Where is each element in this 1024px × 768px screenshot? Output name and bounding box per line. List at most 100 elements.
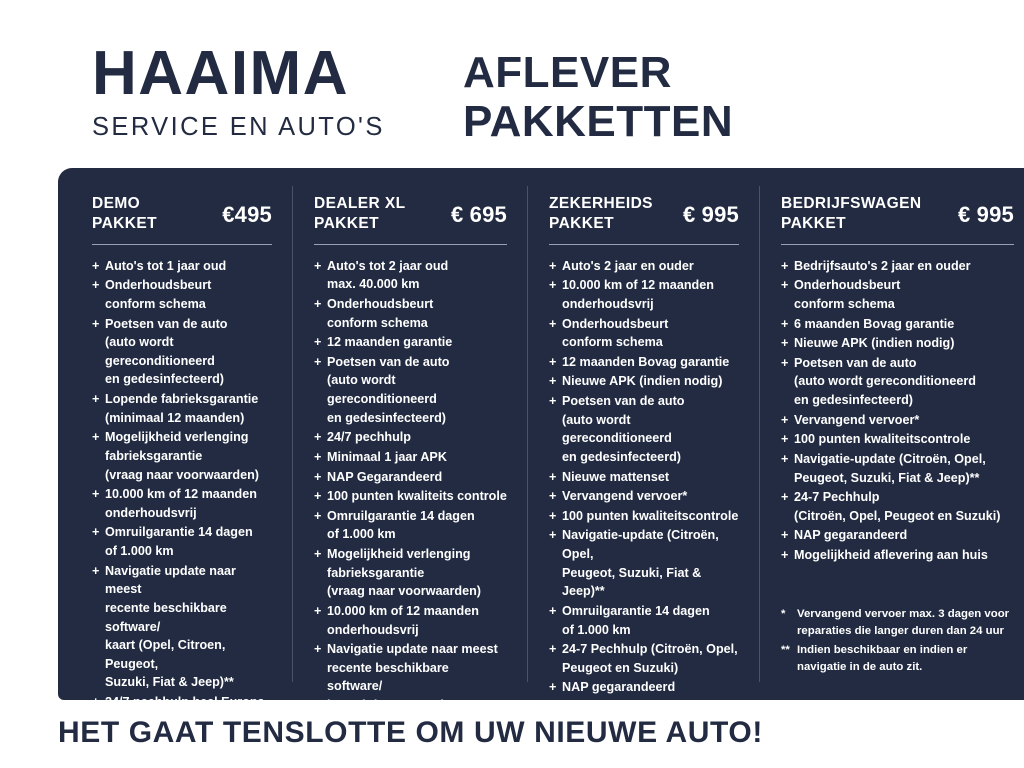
plus-icon: + (781, 258, 789, 273)
feature-label: Nieuwe APK (indien nodig) (794, 336, 955, 351)
plus-icon: + (314, 258, 322, 273)
plus-icon: + (314, 354, 322, 369)
plus-icon: + (314, 489, 322, 504)
feature-item: + Poetsen van de auto (auto wordt gerecon… (92, 315, 272, 390)
feature-item: +12 maanden Bovag garantie (549, 353, 739, 372)
feature-item: +100 punten kwaliteitscontrole (549, 507, 739, 526)
feature-item: +Mogelijkheid aflevering aan huis (549, 698, 739, 700)
plus-icon: + (314, 642, 322, 657)
feature-label: NAP gegarandeerd (562, 680, 676, 695)
feature-item: + Auto's tot 1 jaar oud (92, 257, 272, 276)
feature-list: + Auto's 2 jaar en ouder +10.000 km of 12 … (549, 257, 739, 700)
plus-icon: + (549, 528, 557, 543)
package-divider (92, 243, 272, 245)
feature-label: 24/7 pechhulp heel Europa (105, 693, 272, 700)
footnote-marker: ** (781, 643, 790, 656)
feature-label: Omruilgarantie 14 dagen of 1.000 km (562, 603, 710, 637)
feature-label: Mogelijkheid aflevering aan huis (562, 698, 739, 700)
page-title: AFLEVER PAKKETTEN (463, 48, 733, 147)
feature-item: + Omruilgarantie 14 dagen of 1.000 km (314, 507, 507, 544)
feature-label: Mogelijkheid aflevering aan huis (794, 548, 988, 563)
feature-item: +100 punten kwaliteitscontrole (781, 430, 1014, 449)
feature-item: + Bedrijfsauto's 2 jaar en ouder (781, 257, 1014, 276)
headline-line-2: PAKKETTEN (463, 97, 734, 147)
feature-label: Poetsen van de auto (auto wordt gerecond… (794, 355, 976, 408)
feature-item: + Poetsen van de auto (auto wordt gerecon… (781, 354, 1014, 410)
package-column: DEMO PAKKET €495 + Auto's tot 1 jaar oud + On… (58, 168, 292, 700)
feature-label: Navigatie update naar meest recente besc… (105, 563, 236, 690)
feature-label: 10.000 km of 12 maanden onderhoudsvrij (562, 278, 714, 311)
package-title: DEALER XL PAKKET (314, 195, 406, 232)
feature-label: Navigatie-update (Citroën, Opel, Peugeot… (562, 528, 719, 599)
feature-item: + Navigatie update naar meest recente bes… (92, 562, 272, 692)
feature-label: Navigatie update naar meest recente besc… (327, 642, 504, 700)
plus-icon: + (92, 392, 100, 407)
feature-item: + Omruilgarantie 14 dagen of 1.000 km (92, 523, 272, 560)
plus-icon: + (549, 316, 557, 331)
package-price: € 695 (450, 202, 507, 227)
footnote-marker: * (781, 607, 786, 620)
feature-item: +10.000 km of 12 maanden onderhoudsvrij (314, 602, 507, 639)
plus-icon: + (781, 548, 789, 563)
feature-label: Onderhoudsbeurt conform schema (327, 296, 434, 330)
feature-label: Navigatie-update (Citroën, Opel, Peugeot… (794, 451, 986, 485)
plus-icon: + (549, 354, 557, 369)
package-title: BEDRIJFSWAGEN PAKKET (781, 195, 922, 232)
feature-label: Poetsen van de auto (auto wordt gerecond… (562, 394, 685, 464)
plus-icon: + (549, 374, 557, 389)
feature-label: Minimaal 1 jaar APK (327, 449, 447, 464)
plus-icon: + (549, 508, 557, 523)
feature-label: 6 maanden Bovag garantie (794, 316, 955, 331)
feature-label: 24-7 Pechhulp (Citroën, Opel, Peugeot en… (562, 642, 738, 675)
plus-icon: + (314, 296, 322, 311)
plus-icon: + (549, 394, 557, 409)
package-header: DEALER XL PAKKET € 695 (314, 194, 507, 234)
brand-tagline: SERVICE EN AUTO'S (92, 113, 385, 141)
feature-item: +100 punten kwaliteits controle (314, 487, 507, 506)
feature-item: + Onderhoudsbeurt conform schema (549, 315, 739, 352)
package-price: € 995 (682, 202, 739, 227)
feature-list: + Auto's tot 1 jaar oud + Onderhoudsbeurt c… (92, 257, 272, 700)
feature-label: Onderhoudsbeurt conform schema (105, 278, 212, 311)
plus-icon: + (549, 278, 557, 293)
footer-tagline: HET GAAT TENSLOTTE OM UW NIEUWE AUTO! (58, 716, 763, 749)
package-divider (314, 243, 507, 245)
footnote-item: ** Indien beschikbaar en indien er naviga… (781, 642, 1012, 676)
feature-item: +24/7 pechhulp (314, 428, 507, 447)
package-divider (781, 243, 1014, 245)
feature-label: NAP gegarandeerd (794, 528, 908, 543)
feature-item: + Nieuwe APK (indien nodig) (549, 372, 739, 391)
package-column: ZEKERHEIDS PAKKET € 995 + Auto's 2 jaar en … (527, 168, 759, 700)
feature-label: Omruilgarantie 14 dagen of 1.000 km (105, 525, 253, 559)
feature-item: + Nieuwe mattenset (549, 468, 739, 487)
feature-item: + Vervangend vervoer* (781, 411, 1014, 430)
plus-icon: + (92, 316, 100, 331)
plus-icon: + (314, 335, 322, 350)
plus-icon: + (781, 528, 789, 543)
footnote-text: Vervangend vervoer max. 3 dagen voor rep… (797, 607, 1010, 637)
feature-item: + Mogelijkheid verlenging fabrieksgaranti… (314, 545, 507, 601)
feature-label: Auto's tot 1 jaar oud (105, 258, 227, 273)
feature-item: + Poetsen van de auto (auto wordt gerecon… (549, 392, 739, 467)
feature-label: 100 punten kwaliteitscontrole (562, 508, 739, 523)
feature-label: Omruilgarantie 14 dagen of 1.000 km (327, 508, 475, 542)
plus-icon: + (92, 278, 100, 293)
plus-icon: + (549, 258, 557, 273)
package-price: € 995 (957, 202, 1014, 227)
feature-label: Auto's tot 2 jaar oud max. 40.000 km (327, 258, 449, 292)
feature-item: + Navigatie update naar meest recente bes… (314, 640, 507, 700)
feature-label: 12 maanden garantie (327, 335, 453, 350)
feature-label: 100 punten kwaliteits controle (327, 489, 507, 504)
plus-icon: + (781, 412, 789, 427)
feature-label: Lopende fabrieksgarantie (minimaal 12 ma… (105, 392, 259, 425)
package-header: DEMO PAKKET €495 (92, 194, 272, 234)
feature-label: Mogelijkheid verlenging fabrieksgarantie… (327, 547, 481, 599)
plus-icon: + (92, 487, 100, 502)
plus-icon: + (92, 258, 100, 273)
package-column: BEDRIJFSWAGEN PAKKET € 995 + Bedrijfsauto's… (759, 168, 1024, 700)
feature-item: + Nieuwe APK (indien nodig) (781, 334, 1014, 353)
packages-panel: DEMO PAKKET €495 + Auto's tot 1 jaar oud + On… (58, 168, 1024, 700)
plus-icon: + (549, 698, 562, 700)
footnotes: * Vervangend vervoer max. 3 dagen voor re… (781, 606, 1012, 678)
plus-icon: + (314, 547, 322, 562)
